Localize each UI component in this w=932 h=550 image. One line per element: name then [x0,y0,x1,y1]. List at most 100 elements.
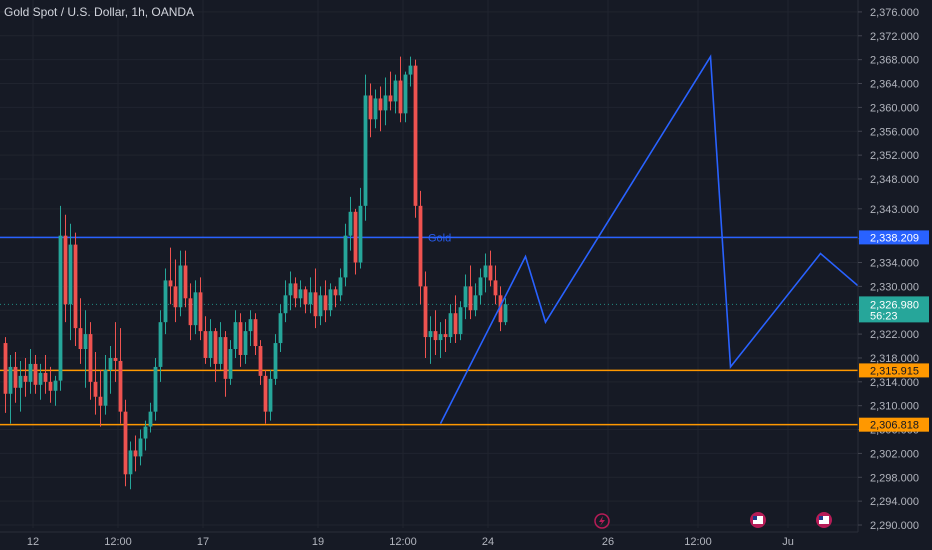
candle-body [318,295,323,317]
candle [398,56,403,123]
candle-body [103,369,108,406]
candle-body [263,375,268,412]
candle [48,366,53,403]
candle [123,399,128,487]
candle [223,331,228,397]
candle-body [38,372,43,385]
candle-body [73,244,78,329]
candle [68,223,73,341]
candle-body [463,286,468,308]
candle [378,86,383,132]
candle [328,283,333,317]
y-tick-label: 2,352.000 [870,150,919,162]
candle-body [493,280,498,296]
candle-body [438,334,443,341]
candle [298,280,303,308]
candle [218,322,223,370]
candle [418,190,423,305]
candle-body [268,378,273,412]
candle-body [218,337,223,364]
candle-body [483,265,488,278]
candle [133,435,138,472]
candle [18,360,23,412]
y-tick-label: 2,330.000 [870,281,919,293]
candle-body [398,80,403,114]
candle [458,301,463,341]
grid-lines [0,0,858,528]
candle [258,340,263,385]
candle [83,310,88,388]
x-tick-label: 24 [482,536,494,548]
candle [213,328,218,382]
candle [493,265,498,305]
candle-body [173,286,178,308]
time-axis: 12 12:00 17 19 12:00 24 26 12:00 Ju [0,531,858,548]
y-tick-label: 2,310.000 [870,401,919,413]
candle-body [3,343,8,394]
candle [58,205,63,391]
y-tick-label: 2,294.000 [870,496,919,508]
y-tick-label: 2,360.000 [870,102,919,114]
candle [208,319,213,367]
candle-body [458,307,463,335]
candle [33,354,38,394]
candle [403,71,408,123]
candle [128,441,133,490]
x-tick-label: 19 [312,536,324,548]
candle [468,265,473,320]
y-tick-label: 2,318.000 [870,353,919,365]
candle-body [33,363,38,385]
y-tick-label: 2,334.000 [870,258,919,270]
candle-body [13,366,18,388]
candle [23,357,28,397]
candle-body [408,65,413,75]
candle [338,268,343,302]
candle [383,77,388,126]
candle [263,369,268,424]
candle [313,268,318,329]
candle [228,340,233,385]
candle [483,253,488,293]
candle-body [478,277,483,296]
candle-body [383,95,388,111]
countdown-label: 56:23 [870,310,898,322]
candle-body [208,331,213,358]
candle [253,313,258,355]
candle [118,328,123,424]
candles [3,56,508,490]
candle-body [163,280,168,323]
candle [113,322,118,382]
candle [333,286,338,308]
candle [163,268,168,335]
candle-body [113,357,118,361]
candle-body [213,331,218,364]
candle-body [133,450,138,457]
candle-body [403,74,408,114]
candle [183,250,188,308]
candle-body [198,292,203,332]
y-tick-label: 2,348.000 [870,174,919,186]
candle [438,322,443,358]
candle [98,369,103,427]
candle-body [333,289,338,296]
candle [473,283,478,317]
candle-body [238,322,243,355]
candle [433,310,438,355]
candle-body [248,319,253,332]
candle-body [138,438,143,457]
y-tick-label: 2,290.000 [870,520,919,532]
candle [478,268,483,305]
y-tick-label: 2,364.000 [870,79,919,91]
candle [88,322,93,400]
candle-body [203,331,208,358]
candle-body [153,366,158,412]
level-price-label: 2,306.818 [870,420,919,432]
candle-body [233,322,238,350]
candle-body [303,289,308,305]
candle [363,74,368,221]
candle-body [443,334,448,338]
candle-body [193,292,198,326]
candle [388,71,393,111]
candle [443,319,448,352]
